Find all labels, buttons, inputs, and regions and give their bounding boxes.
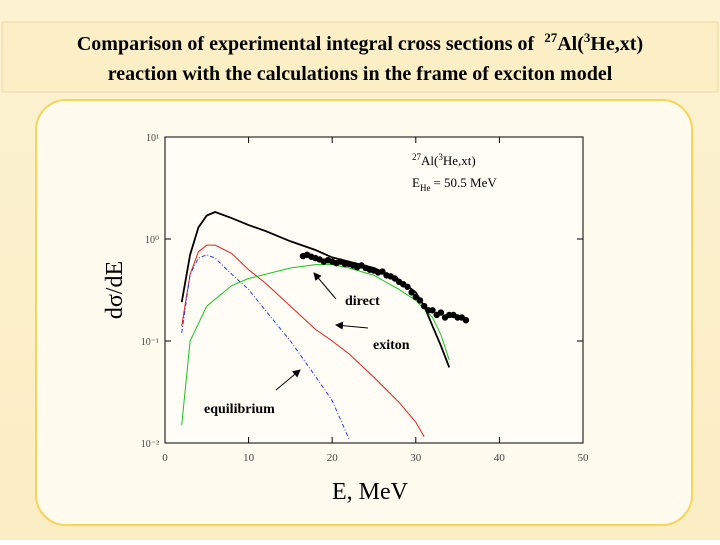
data-point bbox=[379, 268, 386, 275]
plot-frame bbox=[164, 136, 584, 444]
title-sup: 3 bbox=[584, 30, 591, 45]
data-point bbox=[404, 283, 411, 290]
arrow bbox=[275, 369, 301, 391]
x-tick-label: 50 bbox=[578, 452, 590, 464]
y-tick-label: 10⁰ bbox=[145, 235, 159, 246]
plot: 0 10 20 30 40 50 10⁻² 10⁻¹ 10⁰ 10¹ bbox=[141, 133, 589, 464]
annotation: equilibrium bbox=[204, 402, 275, 417]
annotation: direct bbox=[345, 294, 380, 309]
series-line bbox=[181, 254, 350, 439]
data-point bbox=[437, 309, 445, 316]
title-text: He,xt) bbox=[590, 33, 643, 55]
energy-label: EHe = 50.5 MeV bbox=[412, 175, 497, 193]
series-line bbox=[181, 244, 425, 438]
data-point bbox=[416, 297, 424, 304]
title-line-2: reaction with the calculations in the fr… bbox=[108, 63, 613, 85]
text: E bbox=[412, 175, 420, 190]
x-tick-label: 10 bbox=[243, 452, 255, 464]
data-point bbox=[408, 289, 415, 296]
title-text: Comparison of experimental integral cros… bbox=[77, 33, 535, 55]
arrow bbox=[313, 272, 337, 300]
x-axis-label: E, MeV bbox=[332, 479, 409, 505]
text: = 50.5 MeV bbox=[433, 175, 497, 190]
data-point bbox=[462, 316, 470, 324]
title-line-1: Comparison of experimental integral cros… bbox=[77, 30, 643, 55]
annotation: exiton bbox=[373, 338, 410, 353]
y-axis-label: dσ/dE bbox=[102, 261, 128, 319]
data-point bbox=[420, 302, 428, 310]
y-tick-label: 10⁻² bbox=[141, 439, 159, 450]
x-tick-label: 20 bbox=[327, 452, 339, 464]
y-tick-label: 10¹ bbox=[146, 133, 159, 144]
sub: He bbox=[420, 183, 431, 193]
title-text: Al( bbox=[557, 33, 584, 55]
sup: 3 bbox=[438, 152, 443, 162]
x-tick-label: 40 bbox=[494, 452, 506, 464]
y-tick-label: 10⁻¹ bbox=[141, 337, 159, 348]
reaction-label: 27Al(3He,xt) bbox=[412, 152, 476, 168]
sup: 27 bbox=[412, 152, 422, 162]
text: He,xt) bbox=[443, 153, 476, 168]
arrow bbox=[335, 321, 369, 330]
x-tick-label: 30 bbox=[410, 452, 422, 464]
text: Al( bbox=[421, 153, 438, 168]
title-bar bbox=[1, 21, 719, 93]
x-tick-label: 0 bbox=[162, 452, 168, 464]
data-point bbox=[429, 307, 436, 314]
title-sup: 27 bbox=[544, 30, 558, 45]
